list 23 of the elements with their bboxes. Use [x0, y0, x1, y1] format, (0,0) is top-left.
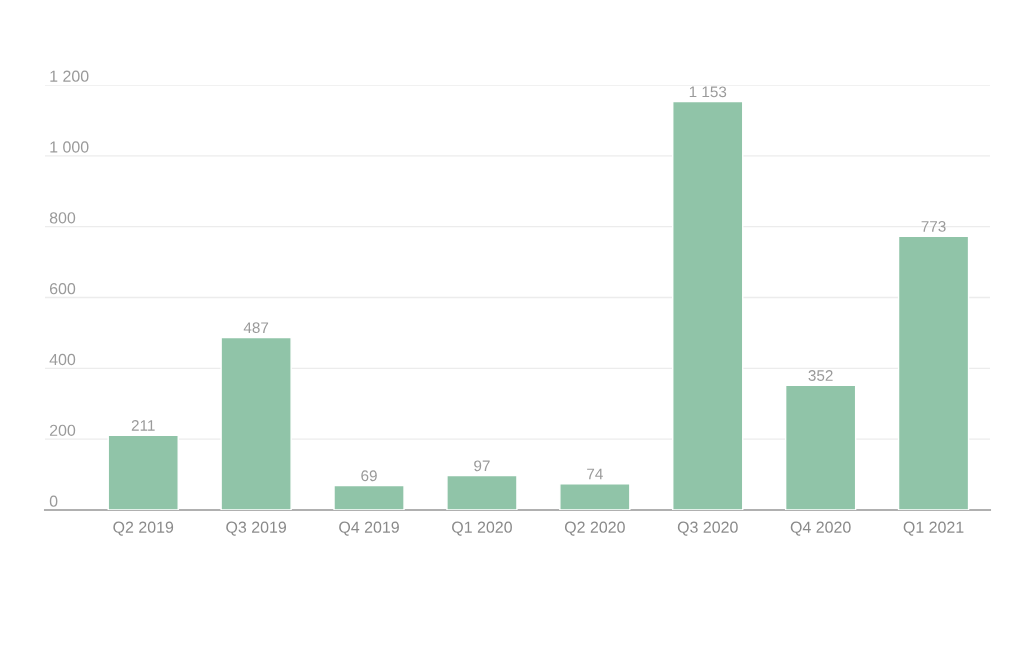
- x-tick-label: Q3 2019: [226, 521, 287, 536]
- data-label: 97: [474, 460, 490, 472]
- y-tick-label: 200: [49, 424, 76, 437]
- data-label: 69: [361, 470, 377, 482]
- y-tick-label: 800: [49, 212, 76, 224]
- x-tick-label: Q3 2020: [677, 521, 738, 536]
- y-tick-label: 1 200: [50, 70, 89, 82]
- y-tick-label: 400: [49, 353, 76, 366]
- data-label: 1 153: [689, 86, 727, 98]
- x-tick-label: Q1 2020: [452, 521, 512, 536]
- x-tick-label: Q1 2021: [903, 521, 964, 536]
- y-tick-label: 0: [49, 495, 58, 507]
- y-tick-label: 600: [49, 283, 76, 295]
- data-label: 352: [808, 370, 833, 381]
- x-tick-label: Q2 2019: [113, 521, 174, 536]
- data-label: 211: [131, 420, 155, 431]
- x-tick-label: Q2 2020: [564, 521, 625, 536]
- data-label: 74: [587, 468, 603, 480]
- y-tick-label: 1 000: [50, 141, 89, 153]
- x-tick-label: Q4 2019: [339, 521, 399, 536]
- data-label: 487: [243, 322, 269, 334]
- x-tick-label: Q4 2020: [790, 521, 851, 536]
- data-label: 773: [921, 221, 946, 232]
